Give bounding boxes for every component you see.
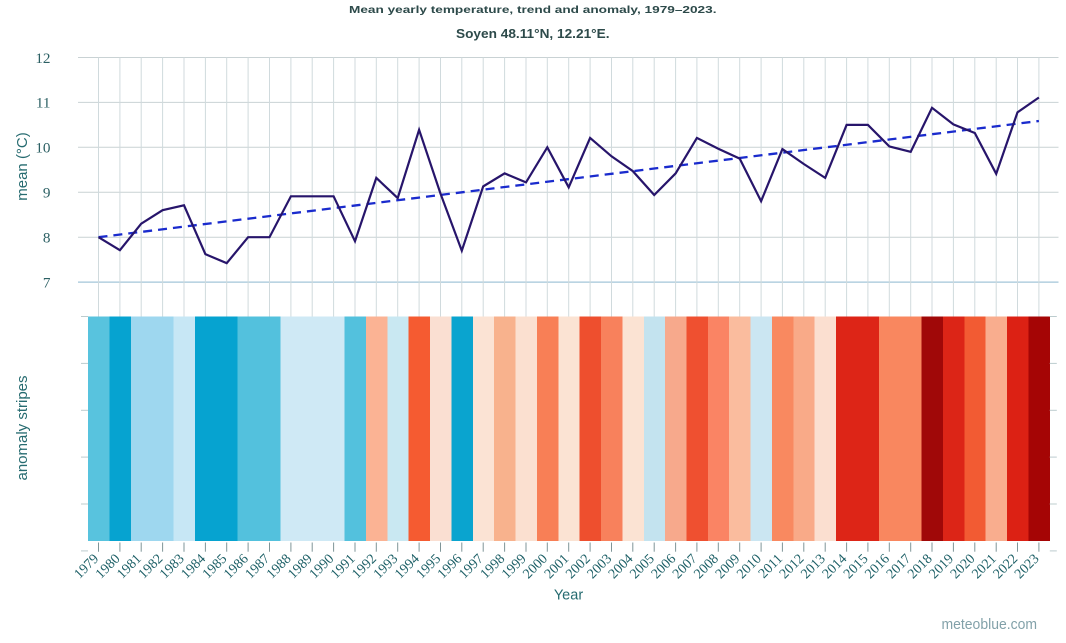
svg-text:11: 11 [36, 95, 51, 112]
svg-text:9: 9 [43, 185, 51, 202]
svg-text:Mean yearly temperature, trend: Mean yearly temperature, trend and anoma… [349, 5, 717, 16]
svg-text:anomaly stripes: anomaly stripes [14, 375, 31, 480]
svg-text:12: 12 [35, 50, 50, 67]
svg-text:Year: Year [554, 588, 583, 604]
svg-text:meteoblue.com: meteoblue.com [942, 616, 1038, 633]
svg-text:7: 7 [43, 274, 51, 291]
svg-text:mean (°C): mean (°C) [14, 132, 31, 201]
svg-text:Soyen 48.11°N, 12.21°E.: Soyen 48.11°N, 12.21°E. [456, 26, 610, 41]
svg-text:8: 8 [43, 230, 51, 247]
svg-text:10: 10 [35, 140, 51, 157]
